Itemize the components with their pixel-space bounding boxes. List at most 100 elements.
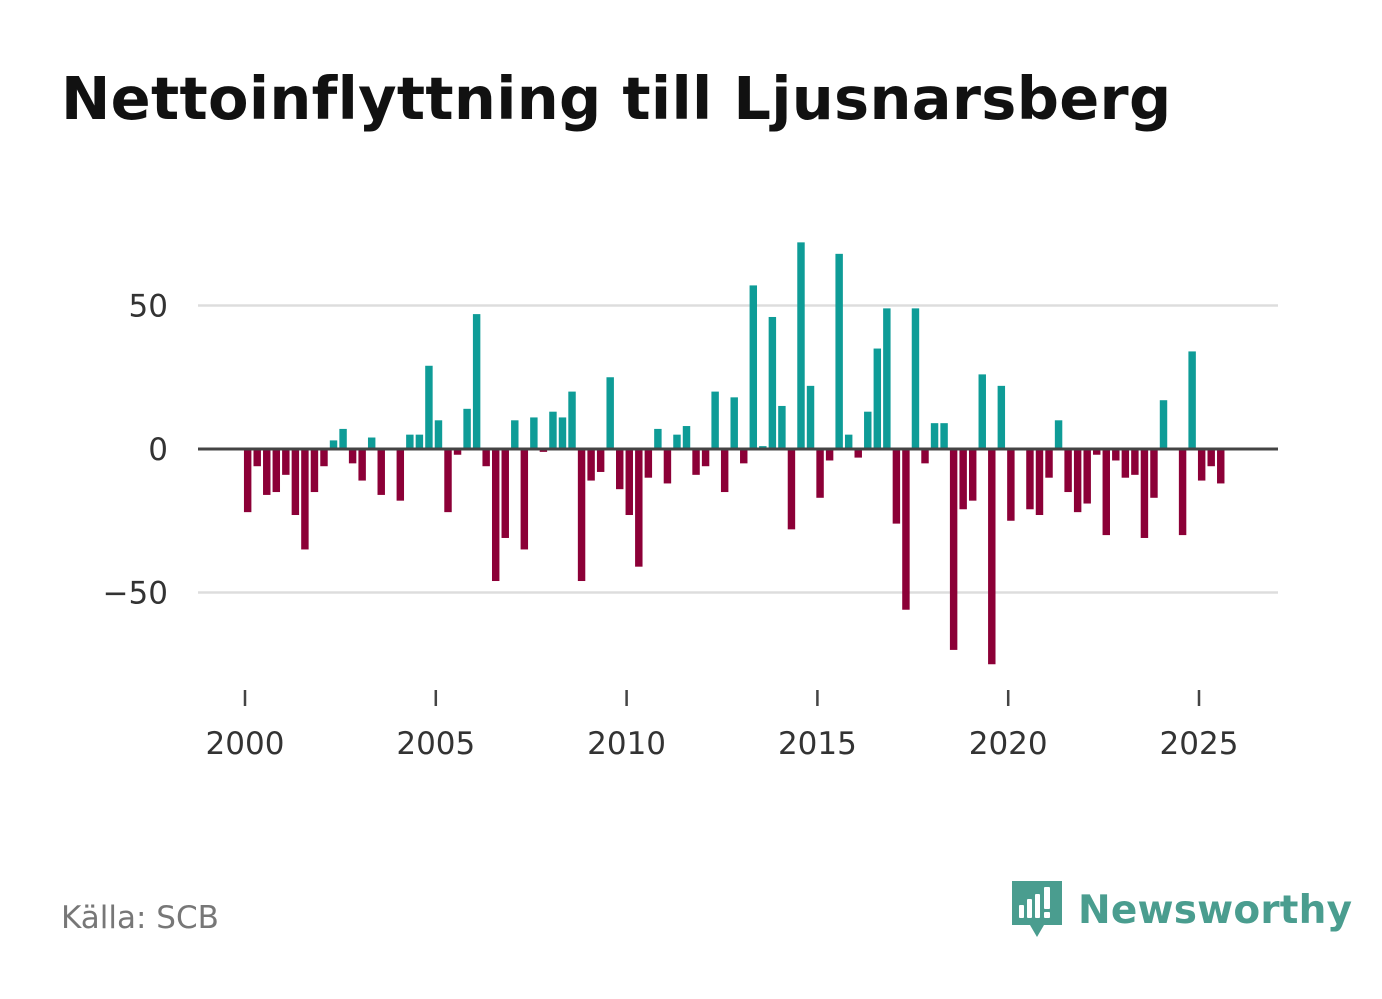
bar — [253, 449, 261, 467]
bar — [825, 449, 834, 461]
bar — [720, 449, 729, 493]
bar — [940, 423, 948, 449]
brand-logo: Newsworthy — [1010, 878, 1352, 942]
x-tick-label: 2020 — [969, 726, 1048, 762]
bar — [968, 449, 977, 501]
bar — [959, 449, 967, 510]
bar — [444, 449, 452, 513]
bar — [415, 434, 424, 449]
bar — [1178, 449, 1187, 536]
bar — [1207, 449, 1215, 467]
bar — [367, 437, 376, 449]
bar — [844, 434, 853, 449]
brand-name: Newsworthy — [1078, 887, 1353, 933]
bar — [301, 449, 309, 550]
bar — [854, 449, 862, 458]
bar — [577, 449, 586, 582]
source-note: Källa: SCB — [61, 900, 219, 936]
bar — [949, 449, 958, 650]
bar — [463, 408, 471, 449]
bar — [1121, 449, 1130, 478]
bar — [1083, 449, 1091, 504]
bar — [520, 449, 529, 550]
chart-title: Nettoinflyttning till Ljusnarsberg — [61, 64, 1172, 133]
bar — [1073, 449, 1082, 513]
x-tick-label: 2015 — [778, 726, 857, 762]
bar — [406, 434, 414, 449]
bar — [530, 417, 538, 449]
y-tick-label: 50 — [129, 289, 168, 325]
bar — [797, 242, 805, 449]
bar — [625, 449, 633, 516]
bar — [310, 449, 319, 493]
bar — [816, 449, 824, 498]
bar — [348, 449, 357, 464]
x-tick-label: 2025 — [1160, 726, 1239, 762]
bar — [711, 391, 719, 449]
bar — [1064, 449, 1072, 493]
x-tick-label: 2010 — [587, 726, 666, 762]
bar — [511, 420, 519, 449]
y-tick-label: −50 — [103, 576, 168, 612]
bar — [243, 449, 252, 513]
bar — [873, 348, 882, 449]
bar — [1045, 449, 1053, 478]
bar — [491, 449, 500, 582]
grid-lines — [198, 304, 1278, 594]
bar — [1217, 449, 1225, 484]
bar — [1131, 449, 1139, 475]
bar — [358, 449, 366, 481]
bar — [425, 365, 433, 449]
bar — [997, 385, 1006, 449]
bar — [902, 449, 910, 610]
bar — [806, 385, 815, 449]
bar — [263, 449, 271, 495]
bar — [377, 449, 385, 495]
bar — [434, 420, 443, 449]
x-tick-label: 2005 — [396, 726, 475, 762]
bar — [692, 449, 700, 475]
bar — [320, 449, 328, 467]
x-tick-label: 2000 — [206, 726, 285, 762]
bar — [568, 391, 576, 449]
bar — [1007, 449, 1015, 521]
bar — [1188, 351, 1196, 449]
bar — [616, 449, 624, 490]
bar — [930, 423, 939, 449]
bar — [272, 449, 281, 493]
bar — [587, 449, 595, 481]
bar — [549, 411, 557, 449]
bar — [1140, 449, 1149, 538]
bar — [883, 308, 891, 449]
bar — [396, 449, 405, 501]
bar — [673, 434, 681, 449]
bar — [663, 449, 672, 484]
bar — [768, 316, 777, 449]
newsworthy-logo-icon — [1012, 881, 1062, 937]
bar — [749, 285, 758, 449]
bar — [1054, 420, 1063, 449]
bar — [1150, 449, 1158, 498]
bar — [1093, 449, 1101, 455]
bar — [654, 428, 662, 449]
bar — [1159, 400, 1168, 449]
bar — [778, 405, 786, 449]
bar — [864, 411, 872, 449]
bar — [988, 449, 996, 665]
bar — [606, 377, 614, 449]
bar — [644, 449, 653, 478]
bar — [291, 449, 300, 516]
bar — [892, 449, 901, 524]
bar — [1102, 449, 1110, 536]
bar — [329, 440, 338, 449]
axes: −50 0 50 2000 2005 2010 2015 2020 2025 — [103, 289, 1278, 762]
bar — [339, 428, 347, 449]
bar — [921, 449, 929, 464]
bar — [835, 253, 843, 449]
bar — [282, 449, 290, 475]
y-tick-label: 0 — [148, 432, 168, 468]
bar — [596, 449, 605, 472]
bar — [1035, 449, 1044, 516]
bar — [1197, 449, 1206, 481]
